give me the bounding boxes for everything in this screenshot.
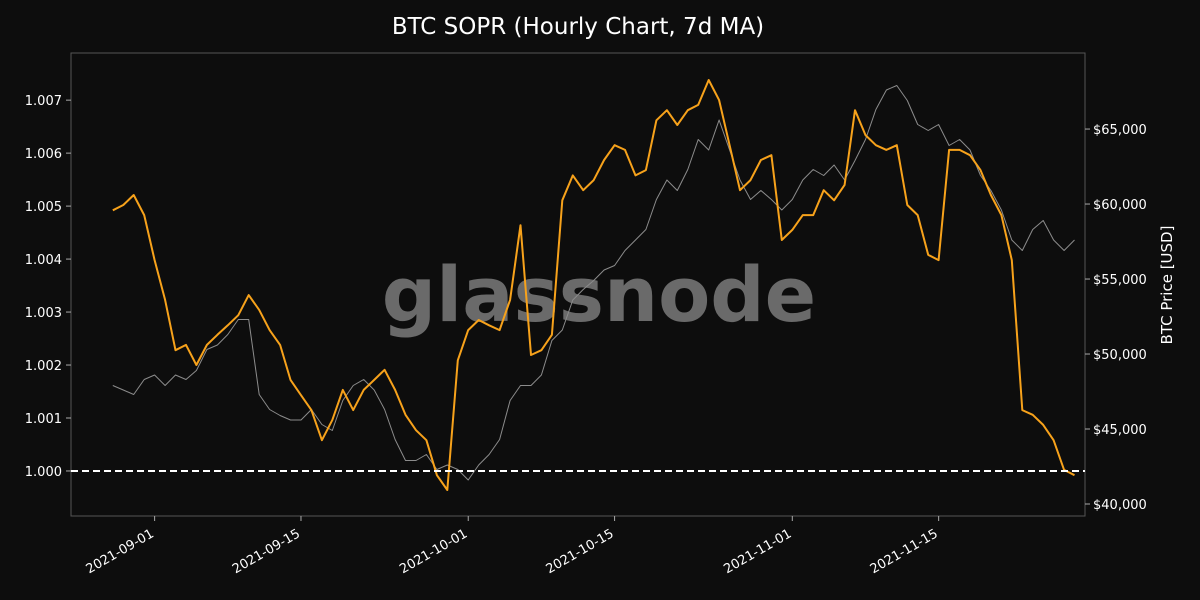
y2-tick-label: $65,000 <box>1093 123 1147 138</box>
y2-tick-label: $50,000 <box>1093 348 1147 363</box>
y-tick-label: 1.007 <box>25 94 62 109</box>
y2-tick-label: $60,000 <box>1093 198 1147 213</box>
y2-axis-label: BTC Price [USD] <box>1158 226 1176 345</box>
y-tick-label: 1.001 <box>25 412 62 427</box>
series-line <box>112 79 1075 491</box>
y2-tick-label: $45,000 <box>1093 423 1147 438</box>
y-tick-label: 1.002 <box>25 359 62 374</box>
chart-title: BTC SOPR (Hourly Chart, 7d MA) <box>392 14 764 40</box>
watermark: glassnode <box>382 250 816 339</box>
y2-tick-label: $40,000 <box>1093 498 1147 513</box>
y2-tick-label: $55,000 <box>1093 273 1147 288</box>
plot-frame <box>70 52 1086 517</box>
y-tick-label: 1.005 <box>25 200 62 215</box>
series-line <box>112 85 1075 481</box>
y-tick-label: 1.004 <box>25 253 62 268</box>
y-tick-label: 1.003 <box>25 306 62 321</box>
y-tick-label: 1.000 <box>25 465 62 480</box>
y-tick-label: 1.006 <box>25 147 62 162</box>
